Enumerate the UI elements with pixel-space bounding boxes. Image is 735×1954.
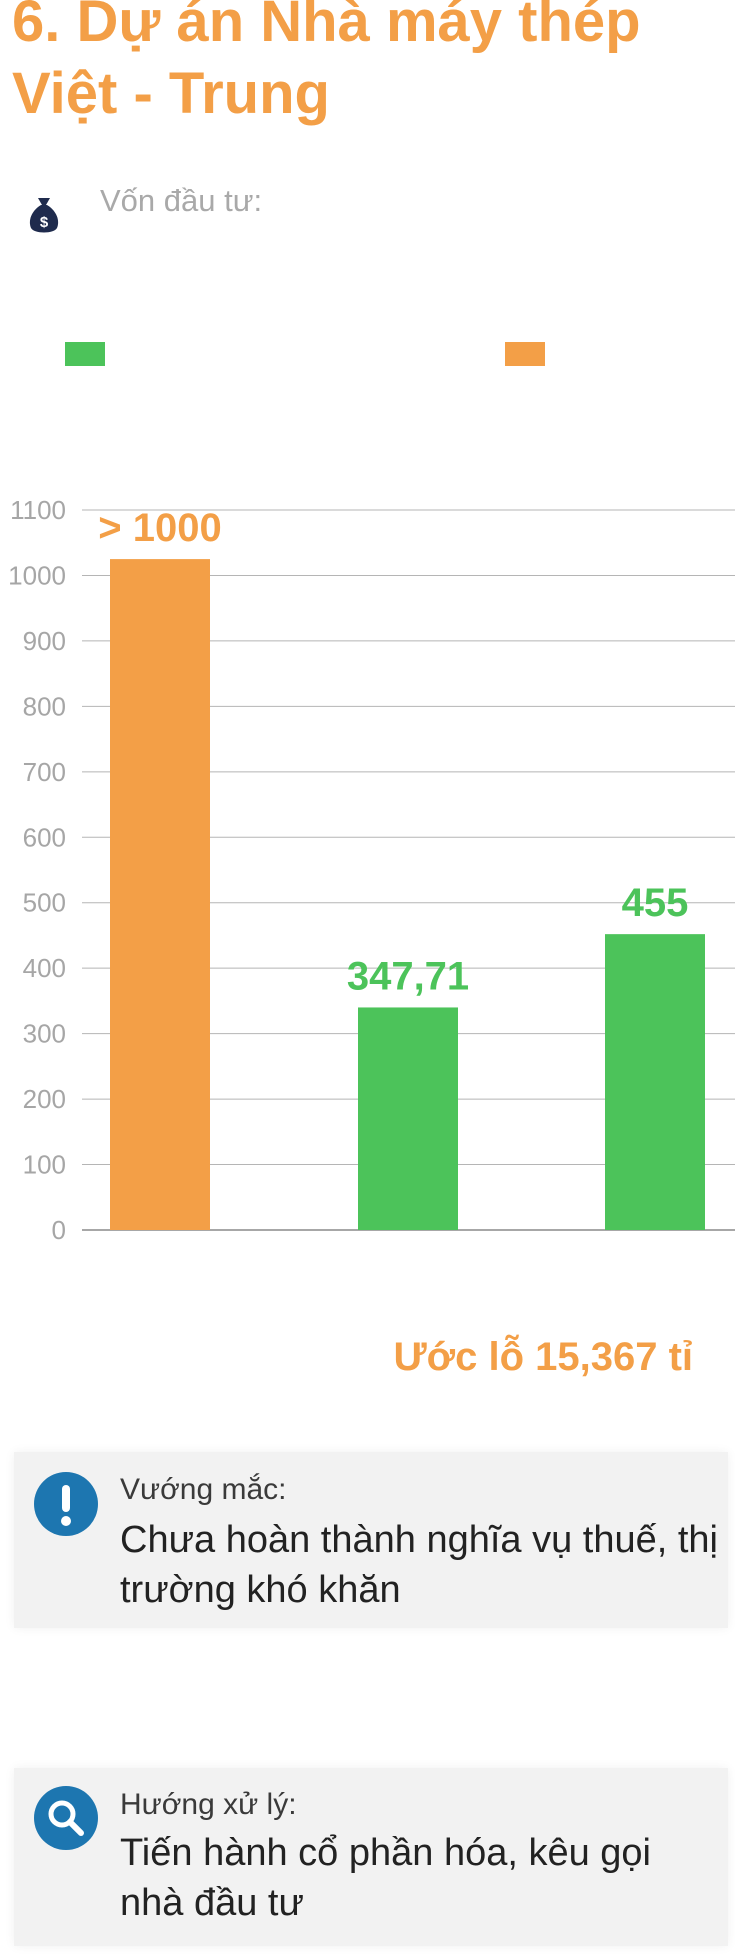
bar bbox=[605, 934, 705, 1230]
exclamation-icon bbox=[34, 1472, 98, 1536]
svg-text:$: $ bbox=[40, 214, 49, 231]
legend-swatch-green bbox=[65, 342, 105, 366]
y-tick-label: 500 bbox=[23, 888, 66, 918]
data-label: 347,71 bbox=[347, 954, 469, 998]
money-bag-icon: $ bbox=[29, 198, 59, 233]
y-tick-label: 600 bbox=[23, 822, 66, 852]
solution-label: Hướng xử lý: bbox=[120, 1788, 297, 1821]
y-tick-label: 900 bbox=[23, 626, 66, 656]
bar bbox=[110, 559, 210, 1230]
data-label: 455 bbox=[622, 881, 689, 925]
investment-label: Vốn đầu tư: bbox=[100, 183, 263, 218]
y-tick-label: 1100 bbox=[10, 495, 66, 525]
y-tick-label: 800 bbox=[23, 691, 66, 721]
legend-swatch-orange bbox=[505, 342, 545, 366]
issue-text: Chưa hoàn thành nghĩa vụ thuế, thị trườn… bbox=[120, 1519, 718, 1611]
bar-chart: 0 100 200 300 400 500 600 700 800 900 1000 1100 > 10… bbox=[8, 495, 735, 1245]
y-tick-label: 1000 bbox=[8, 560, 66, 590]
y-tick-label: 200 bbox=[23, 1084, 66, 1114]
solution-card: Hướng xử lý: Tiến hành cổ phần hóa, kêu … bbox=[14, 1768, 728, 1946]
data-label: > 1000 bbox=[98, 506, 221, 550]
y-tick-label: 700 bbox=[23, 757, 66, 787]
issue-card: Vướng mắc: Chưa hoàn thành nghĩa vụ thuế… bbox=[14, 1452, 728, 1628]
bar bbox=[358, 1007, 458, 1230]
y-tick-label: 400 bbox=[23, 953, 66, 983]
issue-label: Vướng mắc: bbox=[120, 1473, 287, 1506]
search-icon bbox=[34, 1786, 98, 1850]
y-tick-label: 300 bbox=[23, 1019, 66, 1049]
solution-text: Tiến hành cổ phần hóa, kêu gọi nhà đầu t… bbox=[120, 1832, 651, 1924]
y-tick-label: 0 bbox=[52, 1215, 66, 1245]
loss-estimate: Ước lỗ 15,367 tỉ bbox=[393, 1335, 693, 1379]
y-tick-label: 100 bbox=[23, 1150, 66, 1180]
page-title: 6. Dự án Nhà máy thép Việt - Trung bbox=[12, 0, 641, 126]
